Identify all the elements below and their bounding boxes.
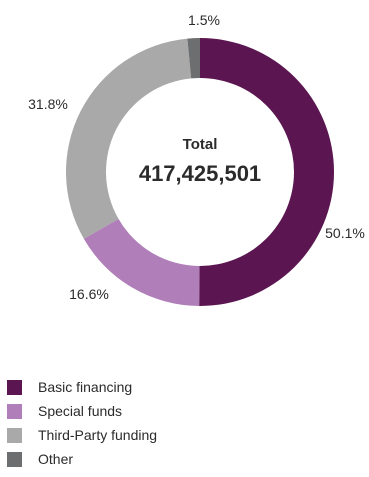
center-title: Total (183, 136, 218, 153)
legend-item-other: Other (7, 447, 157, 471)
legend-swatch (7, 451, 22, 467)
legend-swatch (7, 379, 22, 395)
slice-third-party-funding (65, 38, 192, 239)
center-total-value: 417,425,501 (139, 161, 261, 186)
legend-label: Third-Party funding (38, 427, 158, 443)
legend-item-special-funds: Special funds (7, 399, 157, 423)
label-third-party-funding: 31.8% (28, 96, 68, 112)
legend-label: Other (38, 451, 74, 467)
label-other: 1.5% (188, 12, 220, 28)
legend-swatch (7, 403, 22, 419)
legend-label: Basic financing (38, 379, 133, 395)
donut-slices (65, 38, 335, 306)
legend-label: Special funds (38, 403, 123, 419)
legend: Basic financing Special funds Third-Party … (7, 375, 157, 471)
slice-labels: 50.1% 16.6% 31.8% 1.5% (28, 12, 365, 302)
label-basic-financing: 50.1% (325, 225, 365, 241)
legend-swatch (7, 427, 22, 443)
slice-special-funds (83, 218, 200, 306)
slice-other (187, 38, 200, 79)
donut-chart: 50.1% 16.6% 31.8% 1.5% Total 417,425,501 (28, 12, 365, 306)
label-special-funds: 16.6% (69, 286, 109, 302)
legend-item-third-party-funding: Third-Party funding (7, 423, 157, 447)
slice-basic-financing (199, 38, 335, 306)
legend-item-basic-financing: Basic financing (7, 375, 157, 399)
